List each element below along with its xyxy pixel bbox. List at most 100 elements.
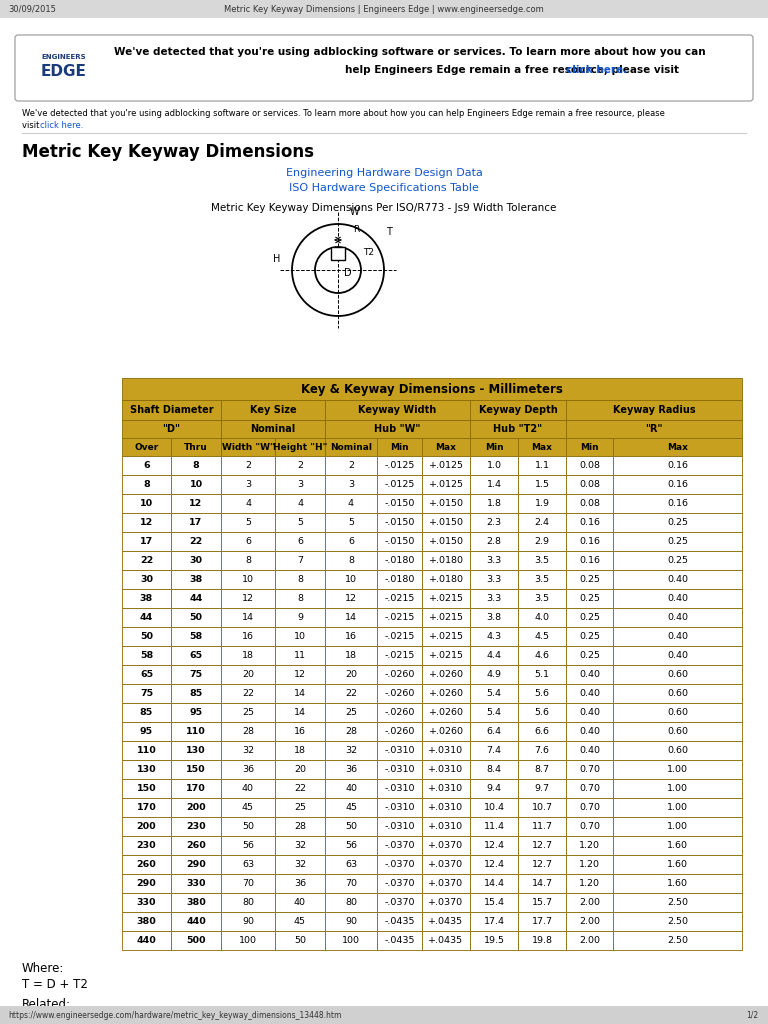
Text: Metric Key Keyway Dimensions | Engineers Edge | www.engineersedge.com: Metric Key Keyway Dimensions | Engineers… (224, 4, 544, 13)
Text: 100: 100 (342, 936, 360, 945)
Text: 230: 230 (186, 822, 206, 831)
Text: 14: 14 (294, 689, 306, 698)
Text: Related:: Related: (22, 997, 71, 1011)
FancyBboxPatch shape (122, 646, 171, 665)
Text: 12.7: 12.7 (531, 860, 552, 869)
FancyBboxPatch shape (613, 703, 742, 722)
Text: Keyway Width: Keyway Width (359, 406, 437, 415)
Text: 0.25: 0.25 (579, 632, 600, 641)
FancyBboxPatch shape (325, 874, 377, 893)
Text: 40: 40 (242, 784, 254, 793)
FancyBboxPatch shape (470, 513, 518, 532)
FancyBboxPatch shape (470, 931, 518, 950)
Text: 25: 25 (294, 803, 306, 812)
Text: 0.08: 0.08 (579, 499, 600, 508)
Text: 8: 8 (348, 556, 354, 565)
FancyBboxPatch shape (275, 456, 325, 475)
Text: 16: 16 (242, 632, 254, 641)
Text: 22: 22 (242, 689, 254, 698)
FancyBboxPatch shape (325, 646, 377, 665)
FancyBboxPatch shape (566, 722, 613, 741)
Text: 8: 8 (143, 480, 150, 489)
Text: 12: 12 (190, 499, 203, 508)
Text: Nominal: Nominal (330, 442, 372, 452)
FancyBboxPatch shape (470, 893, 518, 912)
FancyBboxPatch shape (325, 779, 377, 798)
Text: 6: 6 (245, 537, 251, 546)
Text: -.0180: -.0180 (384, 575, 415, 584)
Text: 12: 12 (345, 594, 357, 603)
Text: 2.00: 2.00 (579, 898, 600, 907)
FancyBboxPatch shape (122, 836, 171, 855)
FancyBboxPatch shape (566, 779, 613, 798)
FancyBboxPatch shape (377, 912, 422, 931)
Text: 290: 290 (186, 860, 206, 869)
Text: 58: 58 (140, 651, 153, 660)
FancyBboxPatch shape (470, 494, 518, 513)
FancyBboxPatch shape (275, 741, 325, 760)
FancyBboxPatch shape (377, 817, 422, 836)
FancyBboxPatch shape (122, 513, 171, 532)
FancyBboxPatch shape (422, 855, 470, 874)
Text: +.0260: +.0260 (429, 670, 464, 679)
FancyBboxPatch shape (377, 684, 422, 703)
FancyBboxPatch shape (221, 760, 275, 779)
Text: 32: 32 (345, 746, 357, 755)
FancyBboxPatch shape (566, 646, 613, 665)
FancyBboxPatch shape (422, 817, 470, 836)
FancyBboxPatch shape (518, 532, 566, 551)
FancyBboxPatch shape (422, 779, 470, 798)
FancyBboxPatch shape (518, 570, 566, 589)
FancyBboxPatch shape (566, 931, 613, 950)
Text: 40: 40 (294, 898, 306, 907)
FancyBboxPatch shape (122, 420, 221, 438)
FancyBboxPatch shape (122, 494, 171, 513)
FancyBboxPatch shape (518, 646, 566, 665)
FancyBboxPatch shape (275, 665, 325, 684)
Text: +.0215: +.0215 (429, 613, 464, 622)
Text: 32: 32 (294, 841, 306, 850)
Text: Hub "W": Hub "W" (374, 424, 421, 434)
Text: 150: 150 (186, 765, 206, 774)
FancyBboxPatch shape (221, 665, 275, 684)
Text: 44: 44 (190, 594, 203, 603)
Text: 80: 80 (345, 898, 357, 907)
FancyBboxPatch shape (325, 420, 470, 438)
Text: 85: 85 (190, 689, 203, 698)
Text: 20: 20 (242, 670, 254, 679)
Text: +.0260: +.0260 (429, 727, 464, 736)
FancyBboxPatch shape (122, 400, 221, 420)
FancyBboxPatch shape (613, 551, 742, 570)
FancyBboxPatch shape (122, 378, 742, 400)
FancyBboxPatch shape (566, 400, 742, 420)
FancyBboxPatch shape (171, 532, 221, 551)
FancyBboxPatch shape (566, 589, 613, 608)
Text: +.0150: +.0150 (429, 537, 464, 546)
FancyBboxPatch shape (613, 741, 742, 760)
Text: 17.7: 17.7 (531, 918, 552, 926)
FancyBboxPatch shape (221, 722, 275, 741)
Text: 63: 63 (345, 860, 357, 869)
Text: help Engineers Edge remain a free resource, please visit: help Engineers Edge remain a free resour… (345, 65, 683, 75)
FancyBboxPatch shape (518, 513, 566, 532)
FancyBboxPatch shape (221, 532, 275, 551)
FancyBboxPatch shape (518, 665, 566, 684)
FancyBboxPatch shape (325, 893, 377, 912)
Text: 4.9: 4.9 (486, 670, 502, 679)
FancyBboxPatch shape (470, 456, 518, 475)
Text: -.0150: -.0150 (384, 537, 415, 546)
Text: 0.40: 0.40 (667, 594, 688, 603)
Text: 6: 6 (143, 461, 150, 470)
FancyBboxPatch shape (566, 874, 613, 893)
Text: 0.70: 0.70 (579, 765, 600, 774)
Text: Key & Keyway Dimensions - Millimeters: Key & Keyway Dimensions - Millimeters (301, 383, 563, 395)
Text: 30: 30 (190, 556, 203, 565)
Text: Keyway Depth: Keyway Depth (478, 406, 558, 415)
FancyBboxPatch shape (518, 722, 566, 741)
Text: 0.70: 0.70 (579, 822, 600, 831)
Text: 3: 3 (245, 480, 251, 489)
FancyBboxPatch shape (0, 1006, 768, 1024)
FancyBboxPatch shape (275, 893, 325, 912)
Text: 8: 8 (297, 575, 303, 584)
FancyBboxPatch shape (422, 494, 470, 513)
